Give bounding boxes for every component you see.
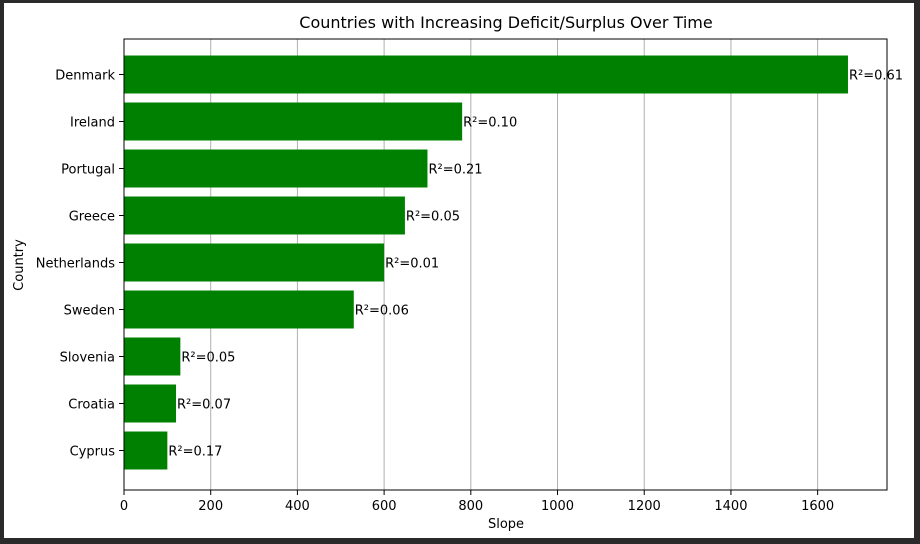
annotation-croatia: R²=0.07	[177, 398, 231, 413]
bar-annotations: R²=0.61 R²=0.10 R²=0.21 R²=0.05 R²=0.01 R²=0.…	[168, 69, 903, 460]
bars	[124, 55, 848, 470]
bar-ireland	[124, 102, 463, 141]
y-axis-ticks: Denmark Ireland Portugal Greece Netherlands S…	[36, 69, 124, 460]
annotation-denmark: R²=0.61	[849, 69, 903, 84]
bar-croatia	[124, 384, 177, 423]
y-tick-label-netherlands: Netherlands	[36, 257, 115, 272]
x-tick-label-8: 1600	[801, 499, 834, 514]
bar-sweden	[124, 290, 354, 329]
y-tick-label-greece: Greece	[69, 210, 115, 225]
x-tick-label-6: 1200	[628, 499, 661, 514]
plot-area-border	[123, 38, 888, 491]
x-tick-label-4: 800	[458, 499, 483, 514]
bar-netherlands	[124, 243, 385, 282]
annotation-ireland: R²=0.10	[463, 116, 517, 131]
x-tick-label-1: 200	[198, 499, 223, 514]
x-axis-ticks: 0 200 400 600 800 1000 1200 1400 1600	[120, 490, 834, 514]
y-tick-label-sweden: Sweden	[64, 304, 115, 319]
y-tick-label-portugal: Portugal	[61, 163, 115, 178]
bar-cyprus	[124, 431, 168, 470]
annotation-greece: R²=0.05	[406, 210, 460, 225]
bar-slovenia	[124, 337, 181, 376]
annotation-cyprus: R²=0.17	[168, 445, 222, 460]
y-tick-label-denmark: Denmark	[55, 69, 115, 84]
y-tick-label-croatia: Croatia	[68, 398, 115, 413]
y-tick-label-cyprus: Cyprus	[70, 445, 116, 460]
x-tick-label-5: 1000	[541, 499, 574, 514]
bar-denmark	[124, 55, 848, 94]
bar-chart: Countries with Increasing Deficit/Surplu…	[4, 3, 914, 538]
y-tick-label-ireland: Ireland	[70, 116, 115, 131]
annotation-slovenia: R²=0.05	[181, 351, 235, 366]
x-tick-label-2: 400	[285, 499, 310, 514]
chart-title: Countries with Increasing Deficit/Surplu…	[299, 13, 712, 32]
x-tick-label-0: 0	[120, 499, 128, 514]
x-tick-label-7: 1400	[714, 499, 747, 514]
annotation-sweden: R²=0.06	[355, 304, 409, 319]
x-tick-label-3: 600	[372, 499, 397, 514]
annotation-portugal: R²=0.21	[428, 163, 482, 178]
bar-greece	[124, 196, 405, 235]
x-axis-label: Slope	[488, 517, 524, 532]
y-axis-label: Country	[12, 239, 27, 291]
annotation-netherlands: R²=0.01	[385, 257, 439, 272]
bar-portugal	[124, 149, 428, 188]
y-tick-label-slovenia: Slovenia	[60, 351, 115, 366]
